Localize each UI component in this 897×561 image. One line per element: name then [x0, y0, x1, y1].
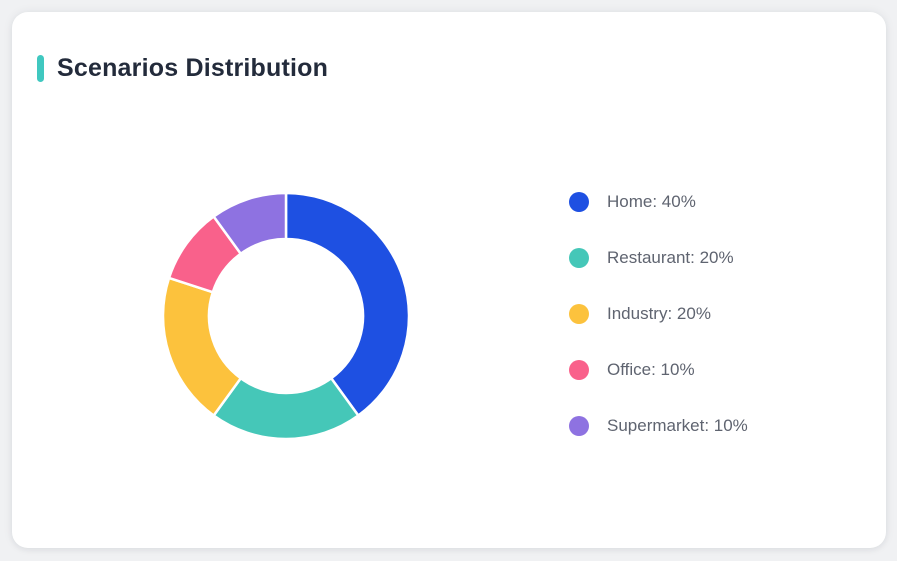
card-header: Scenarios Distribution	[37, 54, 328, 82]
legend-dot	[569, 304, 589, 324]
donut-chart[interactable]	[156, 186, 416, 446]
donut-segment-supermarket[interactable]	[211, 191, 288, 256]
legend-label: Industry: 20%	[607, 304, 711, 323]
donut-segment-industry[interactable]	[161, 276, 243, 418]
legend-label: Office: 10%	[607, 360, 695, 379]
legend-label: Restaurant: 20%	[607, 248, 734, 267]
scenarios-distribution-card: Scenarios Distribution Home: 40% Restaura…	[12, 12, 886, 548]
legend-dot	[569, 248, 589, 268]
legend-item-industry[interactable]: Industry: 20%	[569, 304, 748, 324]
legend-dot	[569, 192, 589, 212]
title-accent-bar	[37, 54, 44, 82]
legend-item-restaurant[interactable]: Restaurant: 20%	[569, 248, 748, 268]
legend-item-supermarket[interactable]: Supermarket: 10%	[569, 416, 748, 436]
chart-legend: Home: 40% Restaurant: 20% Industry: 20% Off…	[569, 192, 748, 436]
donut-segment-home[interactable]	[284, 191, 411, 418]
legend-label: Supermarket: 10%	[607, 416, 748, 435]
legend-dot	[569, 360, 589, 380]
legend-item-home[interactable]: Home: 40%	[569, 192, 748, 212]
legend-item-office[interactable]: Office: 10%	[569, 360, 748, 380]
legend-dot	[569, 416, 589, 436]
chart-title: Scenarios Distribution	[57, 54, 329, 82]
legend-label: Home: 40%	[607, 192, 696, 211]
